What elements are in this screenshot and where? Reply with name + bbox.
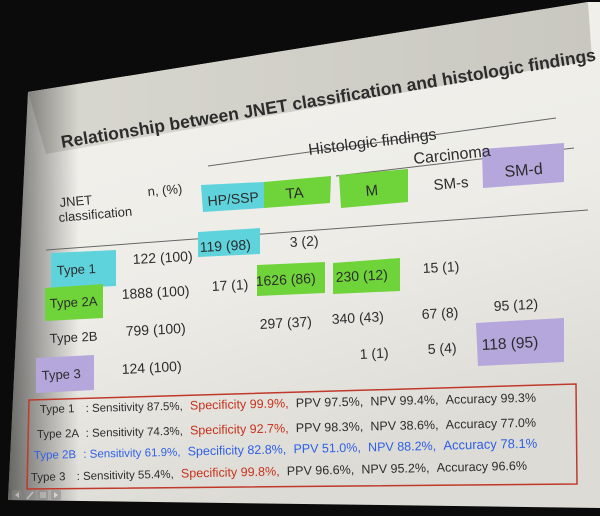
svg-text:Type 2B : Sensitivity 61: Type 2B : Sensitivity 61.9%, Specificity… bbox=[34, 436, 538, 462]
slideshow-next-icon[interactable] bbox=[51, 490, 61, 500]
type2a-m-highlight bbox=[333, 258, 400, 294]
type3-smd-highlight bbox=[476, 318, 564, 366]
table-row: Type 1 122 (100) 119 (98) 3 (2) bbox=[56, 233, 319, 278]
summary-npv: NPV 95.2%, bbox=[361, 461, 429, 477]
svg-text:Type 1 : Sensitivity 87.: Type 1 : Sensitivity 87.5%, Specificity … bbox=[40, 391, 536, 416]
table-row: Type 3 124 (100) 1 (1) 5 (4) 118 (95) bbox=[41, 334, 538, 383]
sm-s-header: SM-s bbox=[433, 174, 469, 194]
row-type: Type 3 bbox=[41, 366, 81, 383]
summary-accuracy: Accuracy 78.1% bbox=[443, 436, 538, 453]
summary-sensitivity: : Sensitivity 87.5%, bbox=[86, 401, 183, 415]
summary-type: Type 1 bbox=[40, 403, 75, 416]
jnet-label-line2: classification bbox=[58, 204, 133, 225]
row-hp-ssp: 119 (98) bbox=[199, 236, 251, 255]
summary-line: Type 2B : Sensitivity 61.9%, Specificity… bbox=[34, 436, 538, 462]
row-n: 1888 (100) bbox=[121, 282, 189, 302]
row-type: Type 2A bbox=[49, 294, 98, 311]
sm-d-highlight bbox=[482, 143, 564, 188]
row-n: 799 (100) bbox=[125, 320, 186, 339]
summary-accuracy: Accuracy 99.3% bbox=[446, 391, 537, 407]
summary-specificity: Specificity 99.9%, bbox=[190, 396, 289, 412]
row-sm-s: 67 (8) bbox=[421, 304, 458, 322]
summary-line: Type 1 : Sensitivity 87.5%, Specificity … bbox=[40, 391, 536, 416]
summary-line: Type 2A : Sensitivity 74.3%, Specificity… bbox=[37, 416, 536, 441]
row-sm-d: 95 (12) bbox=[493, 296, 538, 314]
m-header: M bbox=[365, 182, 379, 200]
summary-ppv: PPV 96.6%, bbox=[287, 463, 355, 479]
type1-highlight bbox=[51, 250, 116, 289]
row-m: 230 (12) bbox=[335, 266, 388, 285]
ta-header: TA bbox=[285, 184, 304, 203]
type1-hp-highlight bbox=[198, 228, 260, 257]
slideshow-pen-icon[interactable] bbox=[25, 490, 35, 500]
summary-box bbox=[26, 383, 578, 490]
svg-text:Type 3 : Sensitivity 55.: Type 3 : Sensitivity 55.4%, Specificity … bbox=[31, 459, 527, 484]
row-sm-s: 5 (4) bbox=[427, 340, 457, 357]
row-sm-d: 118 (95) bbox=[481, 334, 538, 354]
summary-sensitivity: : Sensitivity 61.9%, bbox=[83, 447, 180, 461]
row-hp-ssp: 17 (1) bbox=[211, 276, 248, 294]
highlights bbox=[36, 143, 564, 393]
summary-ppv: PPV 51.0%, bbox=[293, 441, 361, 457]
sm-d-header: SM-d bbox=[504, 161, 544, 181]
summary-sensitivity: : Sensitivity 74.3%, bbox=[86, 426, 183, 440]
summary-specificity: Specificity 99.8%, bbox=[181, 464, 280, 480]
m-highlight bbox=[339, 169, 408, 208]
summary-specificity: Specificity 92.7%, bbox=[190, 421, 289, 437]
svg-text:Type 2A : Sensitivity 74: Type 2A : Sensitivity 74.3%, Specificity… bbox=[37, 416, 536, 441]
summary-ppv: PPV 98.3%, bbox=[296, 420, 364, 436]
hp-ssp-highlight bbox=[201, 182, 264, 212]
summary-npv: NPV 99.4%, bbox=[370, 393, 438, 409]
row-ta: 297 (37) bbox=[259, 313, 312, 332]
n-pct-header: n, (%) bbox=[147, 181, 183, 199]
row-ta: 3 (2) bbox=[289, 233, 319, 250]
slideshow-prev-icon[interactable] bbox=[12, 490, 22, 500]
rule-header-bottom bbox=[45, 209, 589, 251]
ta-highlight bbox=[264, 176, 331, 208]
table-row: Type 2B 799 (100) 297 (37) 340 (43) 67 (… bbox=[49, 296, 538, 346]
summary-line: Type 3 : Sensitivity 55.4%, Specificity … bbox=[31, 459, 527, 484]
jnet-label-line1: JNET bbox=[59, 192, 93, 210]
row-type: Type 1 bbox=[56, 261, 96, 278]
row-m: 1 (1) bbox=[359, 345, 389, 362]
summary-npv: NPV 88.2%, bbox=[368, 439, 436, 455]
summary-npv: NPV 38.6%, bbox=[370, 418, 438, 434]
summary-type: Type 3 bbox=[31, 471, 66, 484]
row-n: 122 (100) bbox=[132, 248, 193, 267]
row-n: 124 (100) bbox=[121, 358, 182, 377]
summary-type: Type 2A bbox=[37, 428, 80, 441]
hp-ssp-header: HP/SSP bbox=[207, 189, 260, 209]
row-m: 340 (43) bbox=[331, 308, 384, 327]
type3-highlight bbox=[36, 355, 94, 393]
slideshow-controls[interactable] bbox=[12, 490, 61, 500]
summary-sensitivity: : Sensitivity 55.4%, bbox=[77, 469, 174, 483]
summary-accuracy: Accuracy 77.0% bbox=[446, 416, 537, 432]
type2a-ta-highlight bbox=[257, 262, 325, 296]
summary-type: Type 2B bbox=[34, 449, 77, 462]
row-ta: 1626 (86) bbox=[255, 270, 316, 289]
summary-specificity: Specificity 82.8%, bbox=[187, 442, 286, 458]
rule-histologic bbox=[207, 117, 557, 167]
slideshow-menu-icon[interactable] bbox=[38, 490, 48, 500]
table-row: Type 2A 1888 (100) 17 (1) 1626 (86) 230 … bbox=[49, 258, 459, 311]
type2a-highlight bbox=[45, 284, 103, 321]
row-type: Type 2B bbox=[49, 329, 97, 346]
summary-accuracy: Accuracy 96.6% bbox=[437, 459, 528, 475]
row-sm-s: 15 (1) bbox=[422, 258, 459, 276]
slide-edge-shadow bbox=[8, 2, 600, 508]
summary-ppv: PPV 97.5%, bbox=[296, 395, 364, 411]
